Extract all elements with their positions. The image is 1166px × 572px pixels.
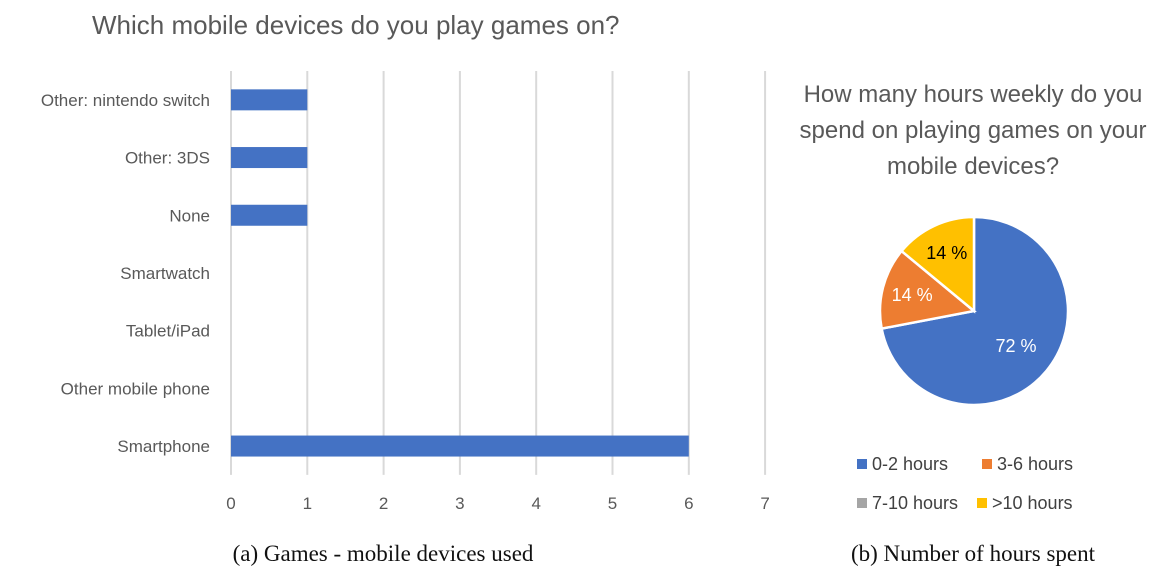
pie-slices	[878, 215, 1070, 407]
pie-slice	[899, 215, 976, 314]
legend-swatch	[977, 498, 987, 508]
legend-swatch	[857, 459, 867, 469]
bar-chart-caption: (a) Games - mobile devices used	[233, 541, 534, 566]
legend-label: 7-10 hours	[872, 493, 958, 513]
bar-chart: Which mobile devices do you play games o…	[41, 10, 770, 566]
x-tick-label-3: 3	[455, 494, 464, 513]
category-label: Other: nintendo switch	[41, 91, 210, 110]
x-tick-label-7: 7	[760, 494, 769, 513]
x-tick-label-1: 1	[303, 494, 312, 513]
pie-slice-label: 14 %	[892, 285, 933, 305]
bar	[231, 435, 689, 457]
x-tick-label-4: 4	[531, 494, 540, 513]
pie-slice-labels: 72 % 14 % 14 %	[892, 243, 1037, 356]
bar-x-tick-labels: 0 1 2 3 4 5 6 7	[226, 494, 770, 513]
pie-title-line: spend on playing games on your	[800, 117, 1147, 144]
legend-label: 0-2 hours	[872, 454, 948, 474]
pie-slice-label: 14 %	[926, 243, 967, 263]
bar	[231, 204, 308, 226]
pie-title-line: How many hours weekly do you	[804, 81, 1143, 108]
pie-chart-caption: (b) Number of hours spent	[851, 541, 1096, 566]
legend-label: 3-6 hours	[997, 454, 1073, 474]
bar-gridlines	[230, 71, 767, 475]
pie-legend: 0-2 hours 3-6 hours 7-10 hours >10 hours	[857, 454, 1073, 513]
category-label: Other: 3DS	[125, 149, 210, 168]
bar-marks	[231, 89, 689, 457]
bar-chart-title: Which mobile devices do you play games o…	[92, 10, 620, 40]
x-tick-label-5: 5	[608, 494, 617, 513]
x-tick-label-0: 0	[226, 494, 235, 513]
bar	[231, 89, 308, 111]
legend-swatch	[857, 498, 867, 508]
pie-slice	[878, 249, 977, 331]
pie-title-line: mobile devices?	[887, 153, 1059, 180]
x-tick-label-2: 2	[379, 494, 388, 513]
pie-chart-title: How many hours weekly do you spend on pla…	[800, 81, 1147, 180]
pie-slice-label: 72 %	[995, 336, 1036, 356]
pie-chart: How many hours weekly do you spend on pla…	[800, 81, 1147, 566]
category-label: Tablet/iPad	[126, 322, 210, 341]
bar-category-labels: Other: nintendo switch Other: 3DS None Smar…	[41, 91, 210, 456]
category-label: Smartwatch	[120, 264, 210, 283]
legend-label: >10 hours	[992, 493, 1073, 513]
bar	[231, 147, 308, 169]
category-label: Smartphone	[117, 437, 210, 456]
category-label: None	[169, 206, 210, 225]
category-label: Other mobile phone	[61, 379, 210, 398]
legend-swatch	[982, 459, 992, 469]
x-tick-label-6: 6	[684, 494, 693, 513]
